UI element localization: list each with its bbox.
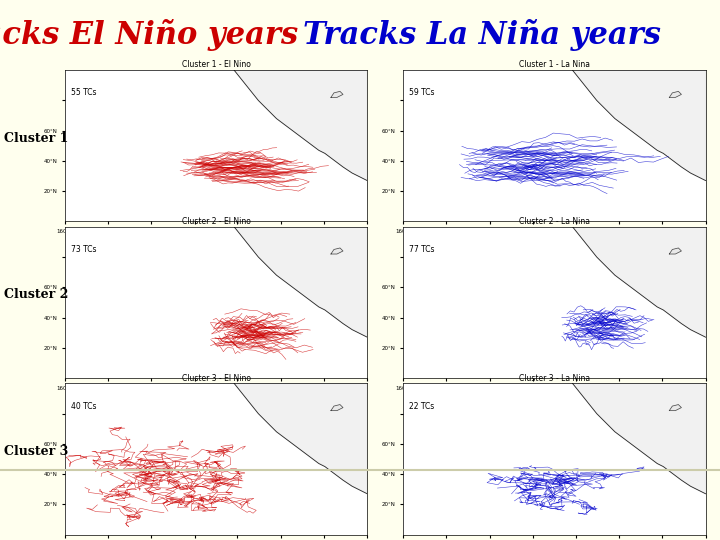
Text: Tracks La Niña years: Tracks La Niña years (303, 19, 662, 51)
Text: Cluster 2: Cluster 2 (4, 288, 68, 301)
Polygon shape (234, 70, 367, 180)
Text: 22 TCs: 22 TCs (409, 402, 434, 410)
Text: 77 TCs: 77 TCs (409, 245, 435, 254)
Title: Cluster 3 - El Nino: Cluster 3 - El Nino (181, 374, 251, 383)
Text: 55 TCs: 55 TCs (71, 89, 96, 97)
Text: Cluster 1: Cluster 1 (4, 132, 68, 145)
Title: Cluster 3 - La Nina: Cluster 3 - La Nina (519, 374, 590, 383)
Polygon shape (670, 248, 681, 254)
Text: 73 TCs: 73 TCs (71, 245, 96, 254)
Text: 40 TCs: 40 TCs (71, 402, 96, 410)
Title: Cluster 2 - El Nino: Cluster 2 - El Nino (181, 217, 251, 226)
Polygon shape (572, 383, 706, 494)
Text: 59 TCs: 59 TCs (409, 89, 435, 97)
Polygon shape (670, 404, 681, 410)
Polygon shape (331, 404, 343, 410)
Text: Cluster 3: Cluster 3 (4, 445, 68, 458)
Polygon shape (331, 91, 343, 97)
Polygon shape (670, 91, 681, 97)
Title: Cluster 1 - La Nina: Cluster 1 - La Nina (519, 60, 590, 70)
Title: Cluster 2 - La Nina: Cluster 2 - La Nina (519, 217, 590, 226)
Polygon shape (234, 227, 367, 337)
Polygon shape (572, 227, 706, 337)
Title: Cluster 1 - El Nino: Cluster 1 - El Nino (181, 60, 251, 70)
Text: Tracks El Niño years: Tracks El Niño years (0, 19, 299, 51)
Polygon shape (331, 248, 343, 254)
Polygon shape (572, 70, 706, 180)
Polygon shape (234, 383, 367, 494)
